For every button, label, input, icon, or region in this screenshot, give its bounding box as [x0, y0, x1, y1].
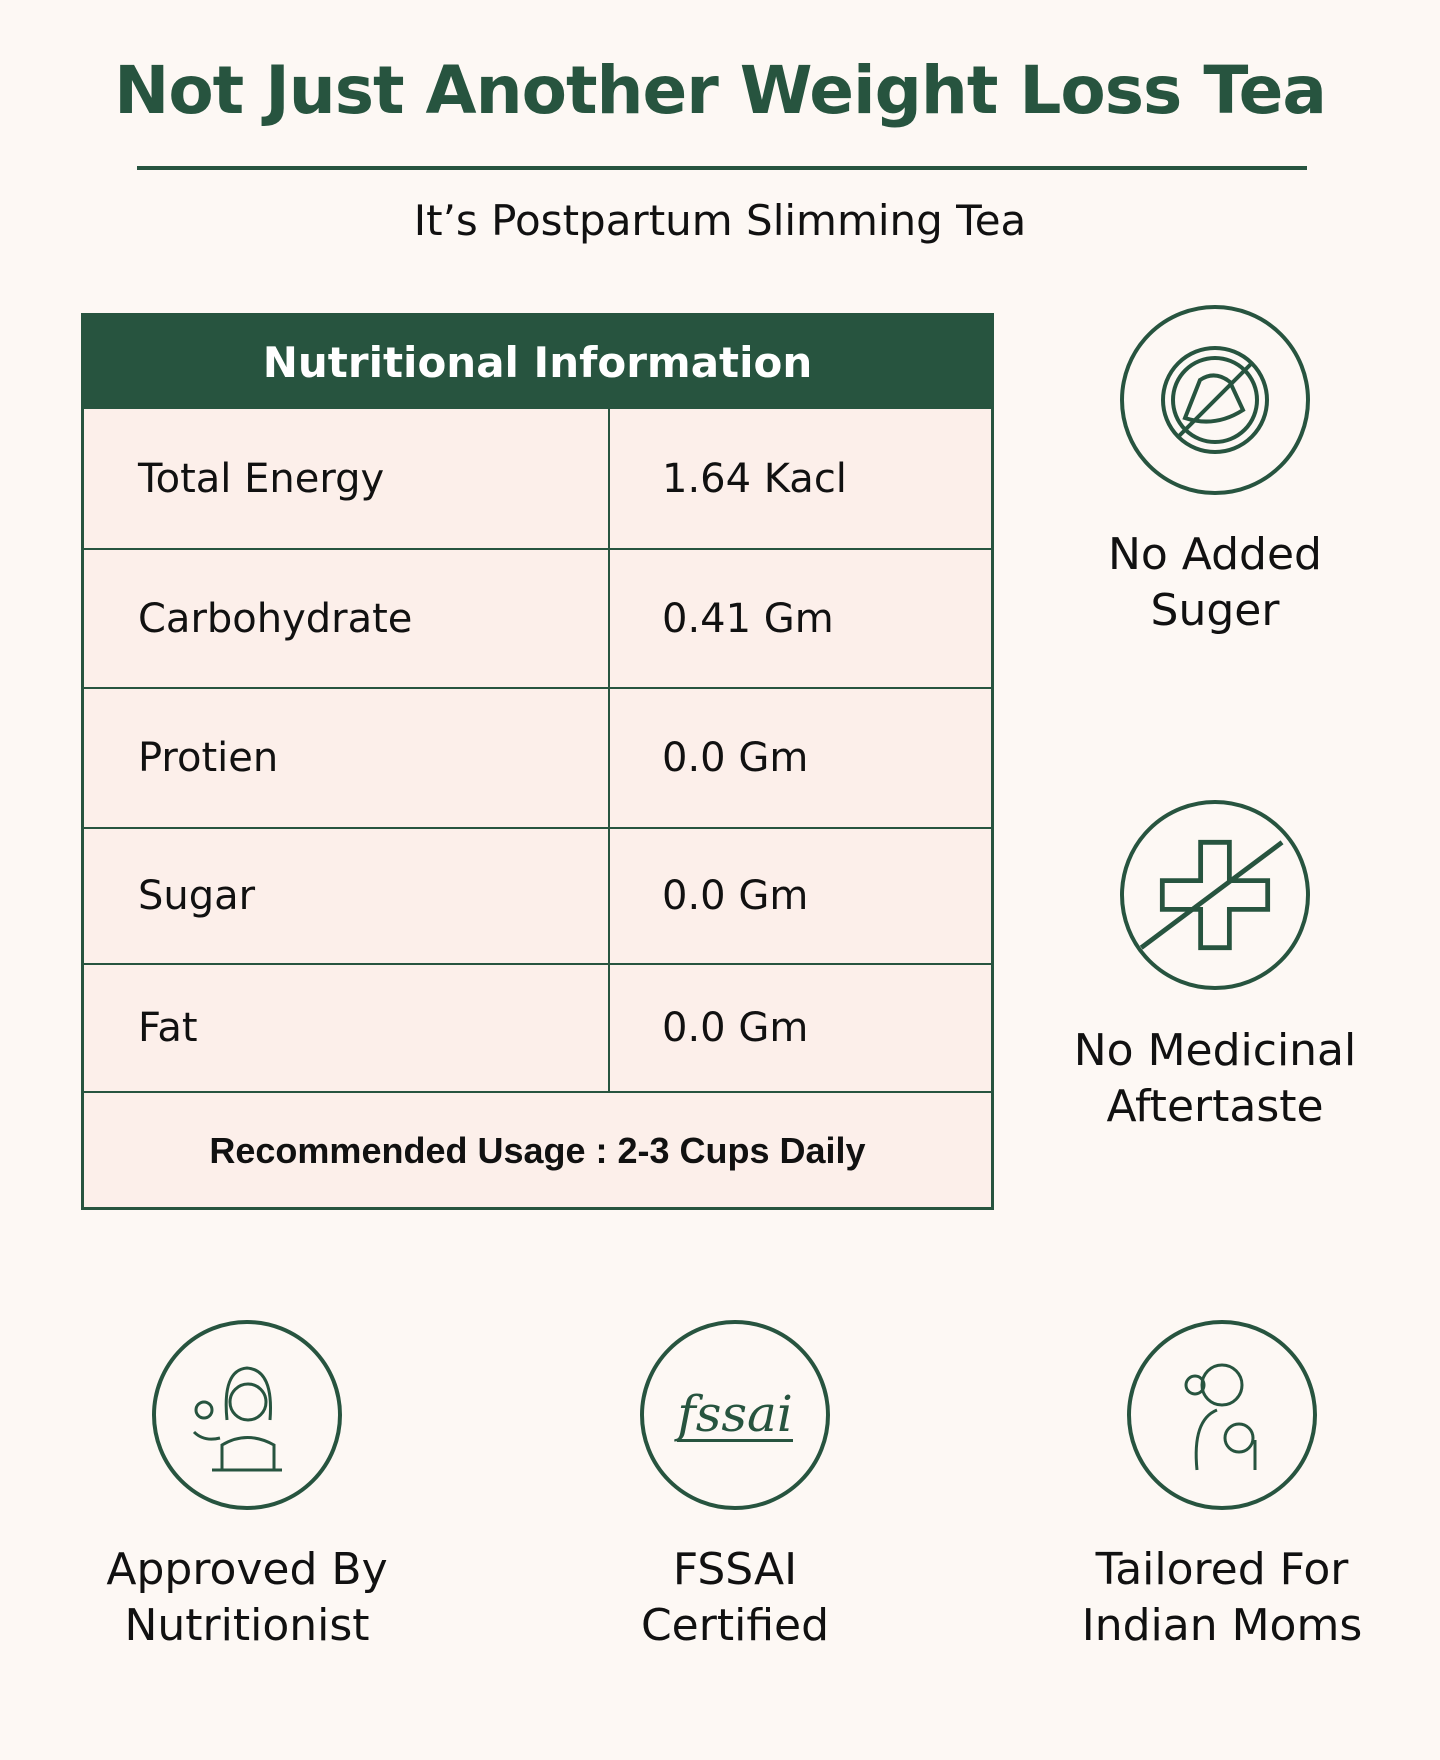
- row-label: Total Energy: [84, 409, 610, 548]
- table-row: Protien 0.0 Gm: [84, 689, 991, 829]
- no-sugar-icon: [1120, 305, 1310, 495]
- feature-line: Indian Moms: [1081, 1600, 1363, 1651]
- feature-line: Certified: [640, 1600, 830, 1651]
- mother-baby-icon: [1127, 1320, 1317, 1510]
- fssai-logo: fssai: [640, 1320, 830, 1510]
- feature-label: Tailored For Indian Moms: [1022, 1542, 1422, 1654]
- row-value: 0.41 Gm: [662, 595, 834, 642]
- feature-line: No Medicinal: [1073, 1025, 1357, 1076]
- feature-line: No Added: [1107, 529, 1322, 580]
- feature-line: Approved By: [106, 1544, 388, 1595]
- table-row: Total Energy 1.64 Kacl: [84, 409, 991, 550]
- feature-line: FSSAI: [672, 1544, 798, 1595]
- recommended-usage: Recommended Usage : 2-3 Cups Daily: [209, 1130, 866, 1171]
- table-row: Carbohydrate 0.41 Gm: [84, 550, 991, 689]
- feature-line: Nutritionist: [124, 1600, 370, 1651]
- feature-label: Approved By Nutritionist: [47, 1542, 447, 1654]
- row-value: 1.64 Kacl: [662, 455, 847, 502]
- feature-line: Tailored For: [1095, 1544, 1349, 1595]
- table-heading: Nutritional Information: [84, 316, 991, 409]
- row-value: 0.0 Gm: [662, 735, 809, 781]
- feature-line: Suger: [1150, 585, 1280, 636]
- feature-label: No Medicinal Aftertaste: [1015, 1023, 1415, 1135]
- row-label: Sugar: [84, 829, 610, 963]
- row-value: 0.0 Gm: [662, 1005, 809, 1051]
- row-label: Protien: [84, 689, 610, 827]
- feature-label: No Added Suger: [1015, 527, 1415, 639]
- table-row: Sugar 0.0 Gm: [84, 829, 991, 965]
- feature-line: Aftertaste: [1106, 1081, 1324, 1132]
- page-title: Not Just Another Weight Loss Tea: [114, 52, 1327, 129]
- row-label: Carbohydrate: [84, 550, 610, 687]
- nutritionist-icon: [152, 1320, 342, 1510]
- row-value: 0.0 Gm: [662, 873, 809, 919]
- no-medicine-icon: [1120, 800, 1310, 990]
- feature-label: FSSAI Certified: [535, 1542, 935, 1654]
- subtitle: It’s Postpartum Slimming Tea: [413, 196, 1027, 245]
- row-label: Fat: [84, 965, 610, 1091]
- fssai-logo-text: fssai: [677, 1384, 793, 1443]
- table-row: Fat 0.0 Gm: [84, 965, 991, 1093]
- divider: [137, 166, 1307, 170]
- nutrition-table: Nutritional Information Total Energy 1.64…: [81, 313, 994, 1210]
